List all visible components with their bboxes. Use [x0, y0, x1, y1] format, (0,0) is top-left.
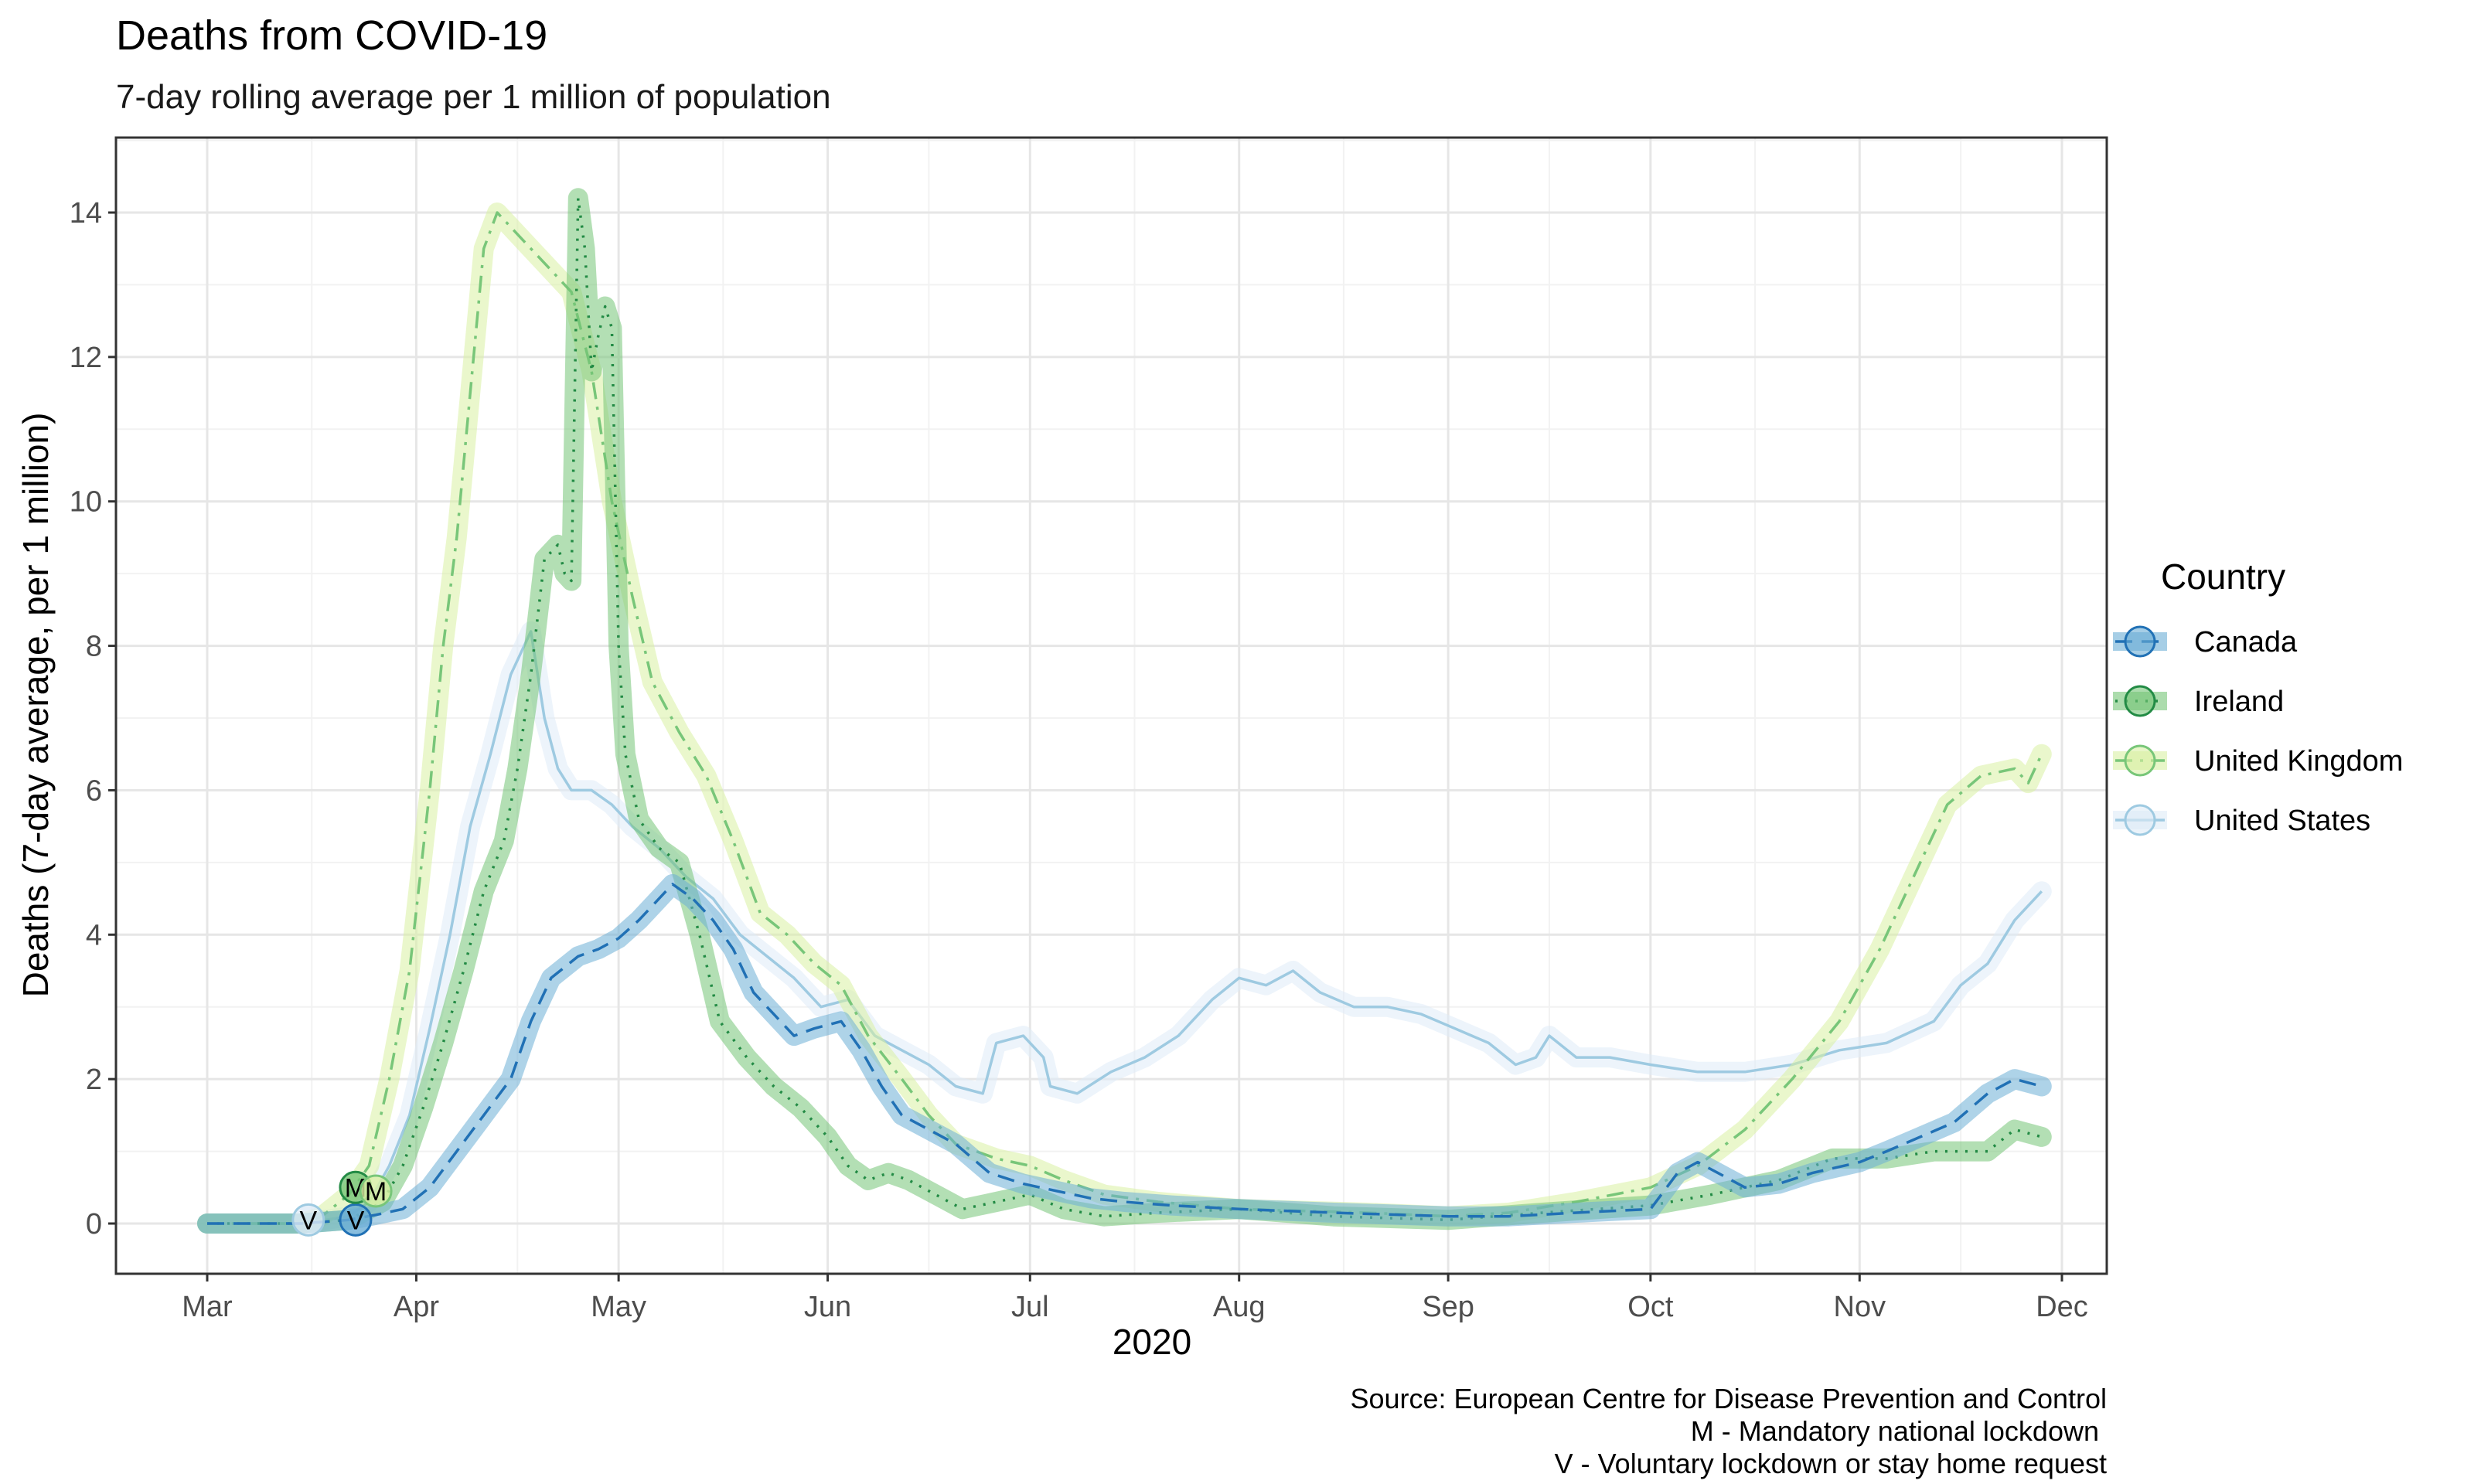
x-tick-label: May [591, 1291, 646, 1323]
panel-border [114, 136, 2108, 1275]
x-tick-label: Jun [804, 1291, 851, 1323]
series-line-canada [207, 883, 2043, 1225]
annotation-layer: V VMM [291, 1170, 393, 1237]
y-tick-label: 8 [86, 631, 102, 663]
chart-title: Deaths from COVID-19 [116, 12, 547, 59]
lockdown-marker-label: V [347, 1206, 365, 1235]
lockdown-marker [339, 1203, 373, 1237]
x-tick-label: Sep [1422, 1291, 1474, 1323]
series-layer [197, 188, 2052, 1234]
caption-source: Source: European Centre for Disease Prev… [1350, 1383, 2107, 1414]
y-tick-label: 6 [86, 774, 102, 807]
lockdown-marker [359, 1174, 393, 1208]
lockdown-marker-label: M [365, 1177, 387, 1207]
y-axis-title: Deaths (7-day average, per 1 million) [15, 413, 56, 998]
x-tick-label: Oct [1627, 1291, 1674, 1323]
x-tick-label: Aug [1213, 1291, 1266, 1323]
legend-label-united-kingdom: United Kingdom [2194, 745, 2403, 778]
chart-subtitle: 7-day rolling average per 1 million of p… [116, 78, 831, 116]
legend: Country Canada Ireland United Kingdom Unite… [2113, 556, 2403, 837]
y-tick-label: 2 [86, 1064, 102, 1096]
caption-mandatory: M - Mandatory national lockdown [1691, 1415, 2107, 1447]
legend-key-marker-united-kingdom [2124, 744, 2156, 777]
caption-voluntary: V - Voluntary lockdown or stay home requ… [1555, 1448, 2107, 1479]
y-tick-label: 10 [70, 486, 102, 519]
y-tick-label: 12 [70, 342, 102, 374]
legend-label-united-states: United States [2194, 805, 2370, 837]
legend-label-ireland: Ireland [2194, 686, 2284, 718]
x-axis-title: 2020 [1113, 1322, 1191, 1362]
legend-keys: Canada Ireland United Kingdom United States [2113, 625, 2403, 837]
legend-key-marker-ireland [2124, 685, 2156, 717]
y-tick-label: 0 [86, 1208, 102, 1241]
x-tick-label: Nov [1834, 1291, 1886, 1323]
x-tick-label: Mar [182, 1291, 233, 1323]
x-tick-label: Dec [2036, 1291, 2088, 1323]
lockdown-marker-label: V [300, 1206, 318, 1235]
axes-layer: 0 2 4 6 8 10 12 14 Mar Apr May Jun Jul Aug Sep Oct Nov De… [70, 136, 2108, 1323]
y-tick-label: 4 [86, 919, 102, 951]
y-tick-label: 14 [70, 197, 102, 230]
x-tick-label: Apr [394, 1291, 439, 1323]
legend-key-marker-united-states [2124, 804, 2156, 836]
legend-title: Country [2161, 556, 2285, 597]
caption: Source: European Centre for Disease Prev… [1350, 1383, 2107, 1479]
series-line-united-kingdom [207, 211, 2043, 1225]
legend-key-marker-canada [2124, 625, 2156, 658]
legend-label-canada: Canada [2194, 626, 2298, 659]
lockdown-marker [291, 1203, 325, 1237]
x-tick-label: Jul [1011, 1291, 1049, 1323]
